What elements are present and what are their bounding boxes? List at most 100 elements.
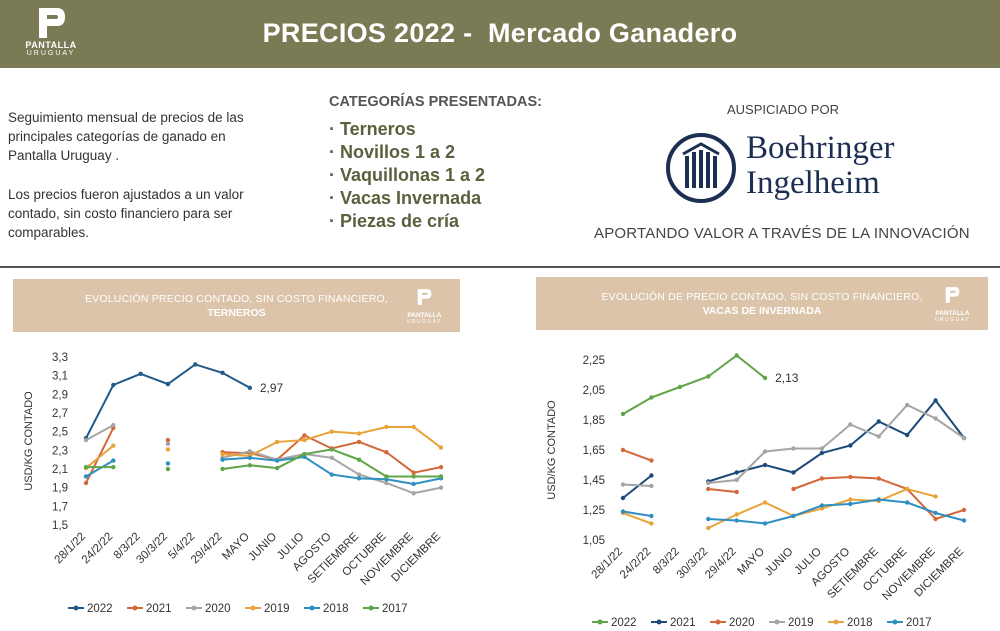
legend-entry: 2021: [146, 603, 172, 615]
series-2019-point: [165, 447, 171, 452]
pantalla-mini-logo: PANTALLA URUGUAY: [407, 287, 442, 325]
data-label-last-value: 2,13: [775, 371, 799, 385]
y-axis-label: USD/KG CONTADO: [23, 391, 35, 491]
series-2018-line: [222, 455, 442, 485]
intro-text: Seguimiento mensual de precios de las pr…: [8, 108, 246, 262]
series-2020-line: [622, 449, 652, 462]
sponsor-tagline: APORTANDO VALOR A TRAVÉS DE LA INNOVACIÓ…: [594, 225, 970, 242]
sponsor-label: AUSPICIADO POR: [727, 102, 839, 117]
pantalla-p-icon: [946, 287, 960, 303]
section-divider: [0, 266, 1000, 268]
panel-title-line1: EVOLUCIÓN PRECIO CONTADO, SIN COSTO FINA…: [84, 293, 389, 305]
x-tick-label: JUNIO: [246, 531, 279, 564]
series-2019-point: [220, 451, 225, 457]
y-tick-label: 1,25: [583, 505, 605, 517]
mini-logo-line1: PANTALLA: [407, 312, 442, 319]
y-tick-label: 1,45: [583, 475, 605, 487]
logo-text-pantalla: PANTALLA: [25, 40, 77, 50]
categories-section: CATEGORÍAS PRESENTADAS: · Terneros · Nov…: [329, 94, 542, 233]
legend-marker: [132, 605, 138, 611]
legend-marker: [191, 605, 197, 611]
series-2019-line: [222, 426, 442, 457]
legend-marker: [250, 605, 256, 611]
x-tick-label: 29/4/22: [189, 531, 225, 567]
x-tick-label: MAYO: [735, 546, 767, 578]
y-tick-label: 1,65: [583, 445, 605, 457]
x-tick-label: 24/2/22: [618, 546, 654, 582]
categories-heading: CATEGORÍAS PRESENTADAS:: [329, 94, 542, 110]
categories-list: · Terneros · Novillos 1 a 2 · Vaquillona…: [329, 118, 542, 233]
header-bar: PANTALLA URUGUAY PRECIOS 2022 - Mercado …: [0, 0, 1000, 68]
legend-marker: [309, 605, 315, 611]
legend-marker: [774, 619, 780, 625]
terneros-price-chart: USD/KG CONTADO 1,5 1,7 1,9 2,1 2,3 2,5 2,7 2,9 3,…: [23, 352, 443, 615]
legend-marker: [368, 605, 374, 611]
series-2021-line: [707, 398, 965, 483]
y-tick-label: 1,05: [583, 535, 605, 547]
series-2019-line: [708, 403, 965, 484]
y-tick-label: 3,1: [52, 371, 68, 383]
legend-entry: 2022: [611, 617, 637, 629]
legend-entry: 2020: [729, 617, 755, 629]
y-tick-label: 2,7: [52, 408, 68, 420]
series-2018-point: [220, 457, 225, 462]
y-tick-label: 2,5: [52, 427, 68, 439]
series-2017-line: [708, 498, 965, 525]
series-2020-point: [165, 441, 171, 446]
series-2020-line: [708, 488, 737, 493]
category-item: · Vaquillonas 1 a 2: [329, 165, 486, 185]
series-2018-line: [85, 459, 114, 478]
category-item: · Novillos 1 a 2: [329, 142, 456, 162]
y-tick-label: 2,1: [52, 464, 68, 476]
pantalla-uruguay-logo[interactable]: PANTALLA URUGUAY: [20, 4, 82, 64]
category-item: · Vacas Invernada: [329, 188, 482, 208]
panel-title-line2: VACAS DE INVERNADA: [702, 305, 822, 317]
series-2018-point: [165, 461, 171, 466]
x-tick-label: 24/2/22: [80, 531, 116, 567]
legend-marker: [597, 619, 603, 625]
legend-entry: 2017: [382, 603, 408, 615]
legend-entry: 2020: [205, 603, 231, 615]
legend-marker: [833, 619, 839, 625]
legend-entry: 2019: [264, 603, 290, 615]
series-2019-line: [85, 444, 114, 469]
series-2020-line: [222, 450, 442, 495]
sponsor-name-line1: Boehringer: [746, 130, 895, 166]
legend-marker: [73, 605, 79, 611]
series-2020-line: [85, 424, 114, 441]
x-tick-label: JUNIO: [763, 546, 796, 579]
series-2021-point: [165, 437, 171, 443]
sponsor-name: Boehringer Ingelheim: [746, 131, 894, 201]
y-tick-label: 1,7: [52, 501, 68, 513]
series-2019-line: [622, 483, 652, 487]
y-axis-label: USD/KG CONTADO: [546, 400, 558, 500]
mini-logo-line2: URUGUAY: [934, 317, 970, 323]
pantalla-p-icon: [39, 8, 65, 38]
series-2017-point: [165, 466, 171, 472]
mini-logo-line2: URUGUAY: [406, 319, 442, 325]
series-2022-line: [85, 363, 251, 439]
legend-entry: 2017: [906, 617, 932, 629]
series-2017-line: [222, 448, 441, 478]
x-tick-label: 30/3/22: [134, 531, 170, 567]
page-title: PRECIOS 2022 - Mercado Ganadero: [262, 18, 738, 48]
legend-entry: 2021: [670, 617, 696, 629]
y-tick-label: 1,9: [52, 483, 68, 495]
series-2017-line: [622, 510, 652, 517]
y-tick-label: 2,3: [52, 445, 68, 457]
pantalla-p-icon: [418, 289, 432, 305]
legend-entry: 2018: [323, 603, 349, 615]
x-tick-label: MAYO: [220, 531, 252, 563]
y-tick-label: 2,9: [52, 389, 68, 401]
chart-panel-header-terneros: EVOLUCIÓN PRECIO CONTADO, SIN COSTO FINA…: [13, 279, 460, 332]
boehringer-logo-icon: [666, 133, 736, 203]
logo-text-uruguay: URUGUAY: [26, 50, 76, 57]
vacas-invernada-price-chart: USD/KG CONTADO 1,05 1,25 1,45 1,65 1,85 2,05 2,…: [546, 353, 966, 629]
legend-marker: [892, 619, 898, 625]
pantalla-mini-logo: PANTALLA URUGUAY: [935, 285, 970, 323]
y-tick-label: 3,3: [52, 352, 68, 364]
panel-title-line1: EVOLUCIÓN DE PRECIO CONTADO, SIN COSTO F…: [601, 291, 923, 303]
series-2020-line: [793, 475, 965, 521]
series-2022-line: [622, 354, 766, 415]
legend-marker: [715, 619, 721, 625]
